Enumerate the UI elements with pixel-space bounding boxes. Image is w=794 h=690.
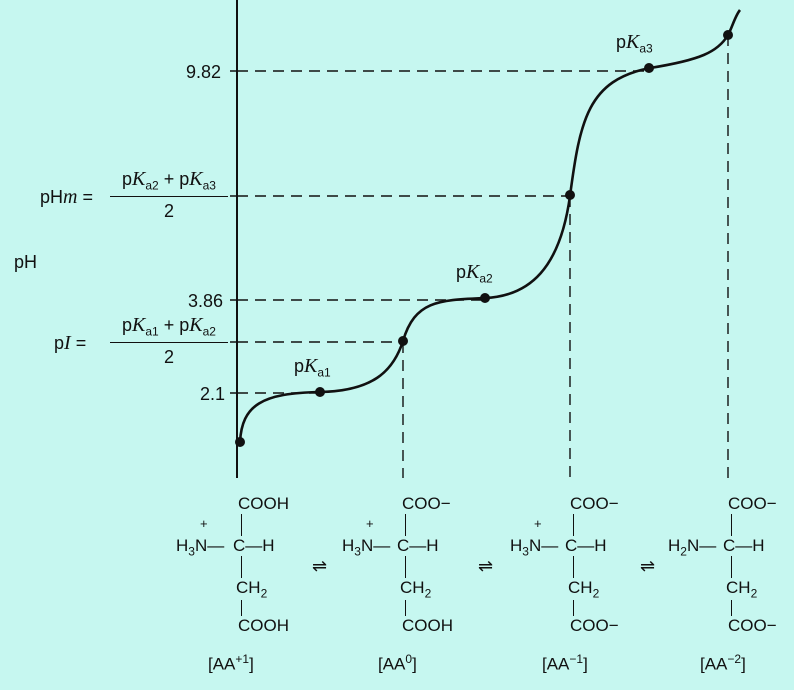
structure-aa-plus1: COOH + H3N— C—H CH2 COOH: [170, 494, 320, 644]
alpha-carbon: C—H: [397, 536, 439, 555]
species-aa-minus1: [AA−1]: [542, 652, 588, 674]
point-end: [723, 30, 733, 40]
bottom-group: COOH: [402, 616, 453, 635]
point-pka1: [315, 387, 325, 397]
equilibrium-arrow-2: ⇌: [478, 556, 494, 576]
amine-group: H3N—: [176, 536, 225, 559]
phm-label: pHm =: [40, 186, 93, 208]
tick-label-3-86: 3.86: [188, 291, 224, 311]
label-pka3: pKa3: [616, 31, 653, 56]
top-group: COO−: [728, 494, 777, 513]
bottom-group: COO−: [570, 616, 619, 635]
top-group: COOH: [238, 494, 289, 513]
phm-fraction: pKa2 + pKa3 2: [110, 168, 228, 222]
dashed-guides: [237, 35, 729, 478]
structure-aa-minus2: COO− H2N— C—H CH2 COO−: [666, 494, 794, 644]
y-axis-label: pH: [14, 252, 38, 272]
structure-aa-minus1: COO− + H3N— C—H CH2 COO−: [504, 494, 654, 644]
ch2-group: CH2: [568, 578, 600, 601]
tick-label-9-82: 9.82: [186, 62, 222, 82]
equilibrium-arrow-1: ⇌: [312, 556, 328, 576]
equilibrium-arrow-3: ⇌: [640, 556, 656, 576]
label-pka1: pKa1: [294, 355, 331, 380]
plus-charge: +: [200, 516, 208, 531]
pi-fraction: pKa1 + pKa2 2: [110, 314, 228, 368]
point-pka2: [480, 293, 490, 303]
amine-group: H2N—: [668, 536, 717, 559]
top-group: COO−: [570, 494, 619, 513]
alpha-carbon: C—H: [565, 536, 607, 555]
ch2-group: CH2: [236, 578, 268, 601]
tick-label-2-1: 2.1: [200, 384, 226, 404]
species-aa-0: [AA0]: [378, 652, 417, 674]
top-group: COO−: [402, 494, 451, 513]
plus-charge: +: [534, 516, 542, 531]
bottom-group: COO−: [728, 616, 777, 635]
point-phm: [565, 190, 575, 200]
point-pi: [398, 336, 408, 346]
alpha-carbon: C—H: [723, 536, 765, 555]
titration-curve: [238, 9, 742, 443]
structure-aa-0: COO− + H3N— C—H CH2 COOH: [336, 494, 486, 644]
plus-charge: +: [366, 516, 374, 531]
ch2-group: CH2: [400, 578, 432, 601]
ch2-group: CH2: [726, 578, 758, 601]
bottom-group: COOH: [238, 616, 289, 635]
species-aa-plus1: [AA+1]: [208, 652, 254, 674]
label-pka2: pKa2: [456, 261, 493, 286]
point-pka3: [644, 63, 654, 73]
species-aa-minus2: [AA−2]: [700, 652, 746, 674]
pi-label: pI =: [54, 332, 87, 354]
amine-group: H3N—: [342, 536, 391, 559]
point-start: [235, 437, 245, 447]
amine-group: H3N—: [510, 536, 559, 559]
alpha-carbon: C—H: [233, 536, 275, 555]
